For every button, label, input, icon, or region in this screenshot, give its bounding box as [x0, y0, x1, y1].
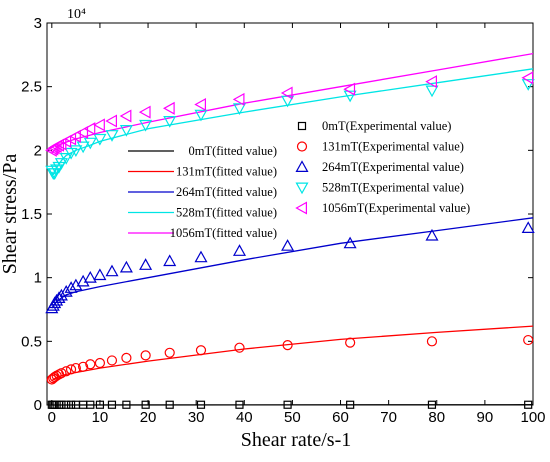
x-tick-label: 10	[92, 409, 109, 426]
x-axis-label: Shear rate/s-1	[241, 429, 352, 451]
legend-label-0mt-experimental-value: 0mT(Experimental value)	[322, 119, 451, 133]
y-tick-label: 1	[34, 270, 42, 287]
legend-label-1056mt-experimental-value: 1056mT(Experimental value)	[322, 201, 470, 215]
y-axis-label: Shear stress/Pa	[0, 154, 21, 275]
y-tick-label: 3	[34, 15, 42, 32]
legend-label-131mt-experimental-value: 131mT(Experimental value)	[322, 140, 464, 154]
y-tick-label: 0	[34, 397, 42, 414]
x-tick-label: 60	[332, 409, 349, 426]
x-tick-label: 30	[188, 409, 205, 426]
x-tick-label: 20	[140, 409, 157, 426]
x-tick-label: 90	[477, 409, 494, 426]
legend-label-0mt-fitted-value: 0mT(fitted value)	[188, 144, 277, 158]
legend-label-264mt-fitted-value: 264mT(fitted value)	[176, 185, 277, 199]
x-tick-label: 0	[48, 409, 56, 426]
x-tick-label: 50	[284, 409, 301, 426]
legend-label-1056mt-fitted-value: 1056mT(fitted value)	[170, 226, 277, 240]
legend-label-264mt-experimental-value: 264mT(Experimental value)	[322, 160, 464, 174]
y-tick-label: 1.5	[21, 206, 42, 223]
y-tick-label: 2	[34, 142, 42, 159]
y-tick-label: 2.5	[21, 79, 42, 96]
legend-label-528mt-fitted-value: 528mT(fitted value)	[176, 206, 277, 220]
x-tick-label: 100	[520, 409, 545, 426]
y-tick-label: 0.5	[21, 333, 42, 350]
x-tick-label: 70	[380, 409, 397, 426]
y-axis-multiplier: 10⁴	[67, 7, 86, 22]
x-tick-label: 80	[428, 409, 445, 426]
legend-label-528mt-experimental-value: 528mT(Experimental value)	[322, 181, 464, 195]
legend-label-131mt-fitted-value: 131mT(fitted value)	[176, 165, 277, 179]
x-tick-label: 40	[236, 409, 253, 426]
